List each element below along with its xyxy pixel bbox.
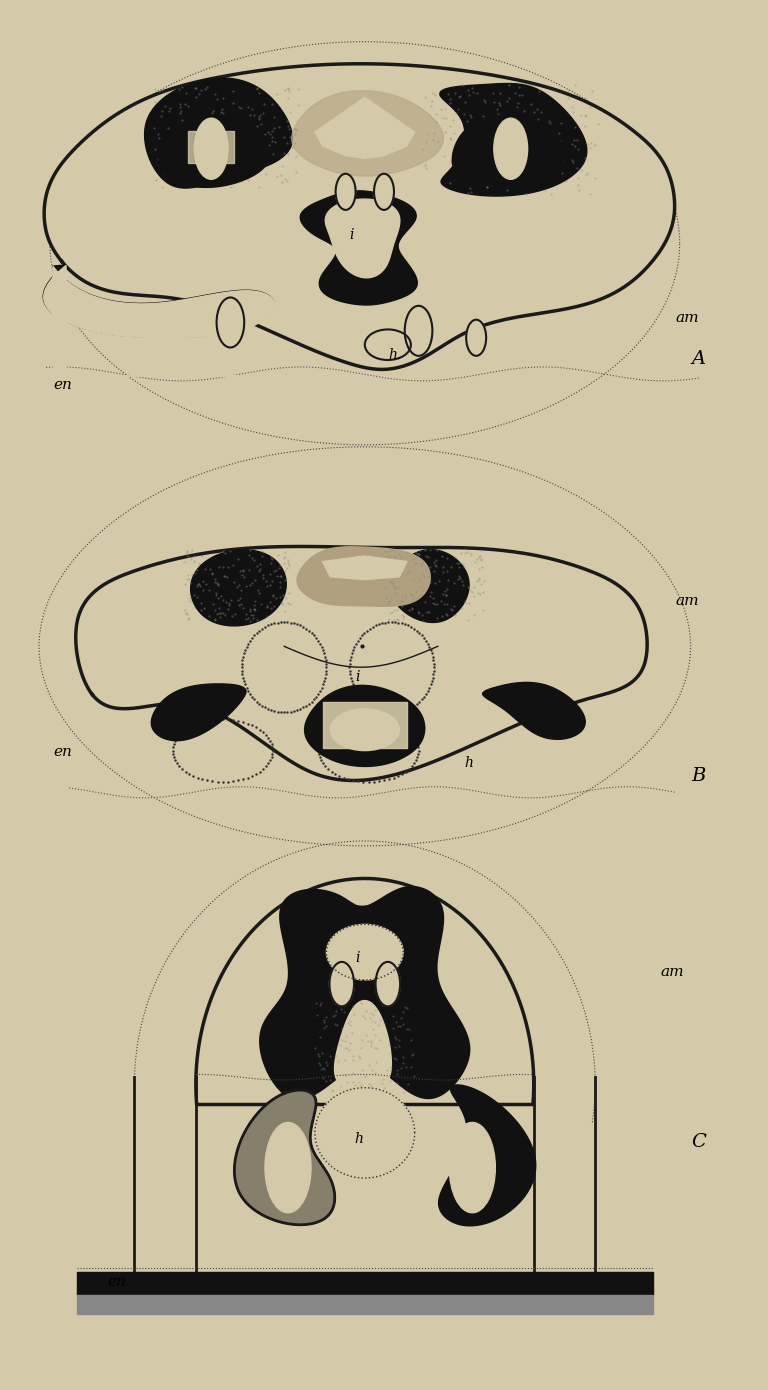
Circle shape (374, 174, 394, 210)
Polygon shape (190, 550, 286, 626)
Text: en: en (54, 378, 73, 392)
Polygon shape (234, 1090, 335, 1225)
Polygon shape (323, 556, 407, 580)
Polygon shape (260, 887, 470, 1099)
Text: am: am (676, 594, 700, 607)
Text: am: am (676, 311, 700, 325)
Circle shape (494, 118, 528, 179)
Polygon shape (483, 682, 585, 739)
Polygon shape (315, 97, 415, 158)
Text: i: i (349, 228, 354, 242)
Ellipse shape (330, 709, 399, 751)
Polygon shape (43, 265, 274, 336)
Ellipse shape (265, 1123, 311, 1212)
Polygon shape (326, 199, 400, 278)
Text: am: am (660, 965, 684, 979)
Polygon shape (134, 1077, 196, 1304)
Polygon shape (297, 546, 430, 606)
Polygon shape (391, 549, 469, 623)
Text: h: h (355, 1131, 364, 1145)
Text: A: A (691, 350, 705, 368)
Text: B: B (691, 767, 706, 785)
Polygon shape (319, 906, 411, 920)
Polygon shape (144, 78, 293, 188)
Circle shape (336, 174, 356, 210)
Polygon shape (292, 90, 443, 177)
Polygon shape (452, 115, 564, 188)
Polygon shape (440, 83, 587, 196)
Circle shape (466, 320, 486, 356)
Polygon shape (300, 190, 417, 304)
Circle shape (329, 962, 354, 1006)
Text: i: i (355, 670, 359, 684)
Circle shape (217, 297, 244, 348)
Text: h: h (465, 756, 474, 770)
Polygon shape (159, 115, 270, 188)
Polygon shape (439, 1086, 536, 1226)
Polygon shape (77, 1272, 653, 1295)
Polygon shape (234, 1090, 335, 1225)
Ellipse shape (326, 924, 403, 980)
Polygon shape (196, 878, 534, 1251)
Polygon shape (77, 1295, 653, 1314)
Circle shape (194, 118, 228, 179)
Circle shape (405, 306, 432, 356)
Circle shape (376, 962, 400, 1006)
Polygon shape (305, 685, 425, 766)
Text: C: C (691, 1133, 706, 1151)
Polygon shape (44, 64, 674, 370)
Ellipse shape (449, 1123, 495, 1212)
Text: en: en (54, 745, 73, 759)
Polygon shape (234, 1090, 335, 1225)
Ellipse shape (365, 329, 411, 360)
Polygon shape (76, 546, 647, 781)
Ellipse shape (315, 1087, 415, 1179)
Text: en: en (108, 1275, 127, 1289)
Polygon shape (335, 1001, 392, 1090)
Polygon shape (151, 684, 246, 741)
Text: i: i (355, 951, 359, 965)
Text: h.: h. (388, 348, 401, 361)
